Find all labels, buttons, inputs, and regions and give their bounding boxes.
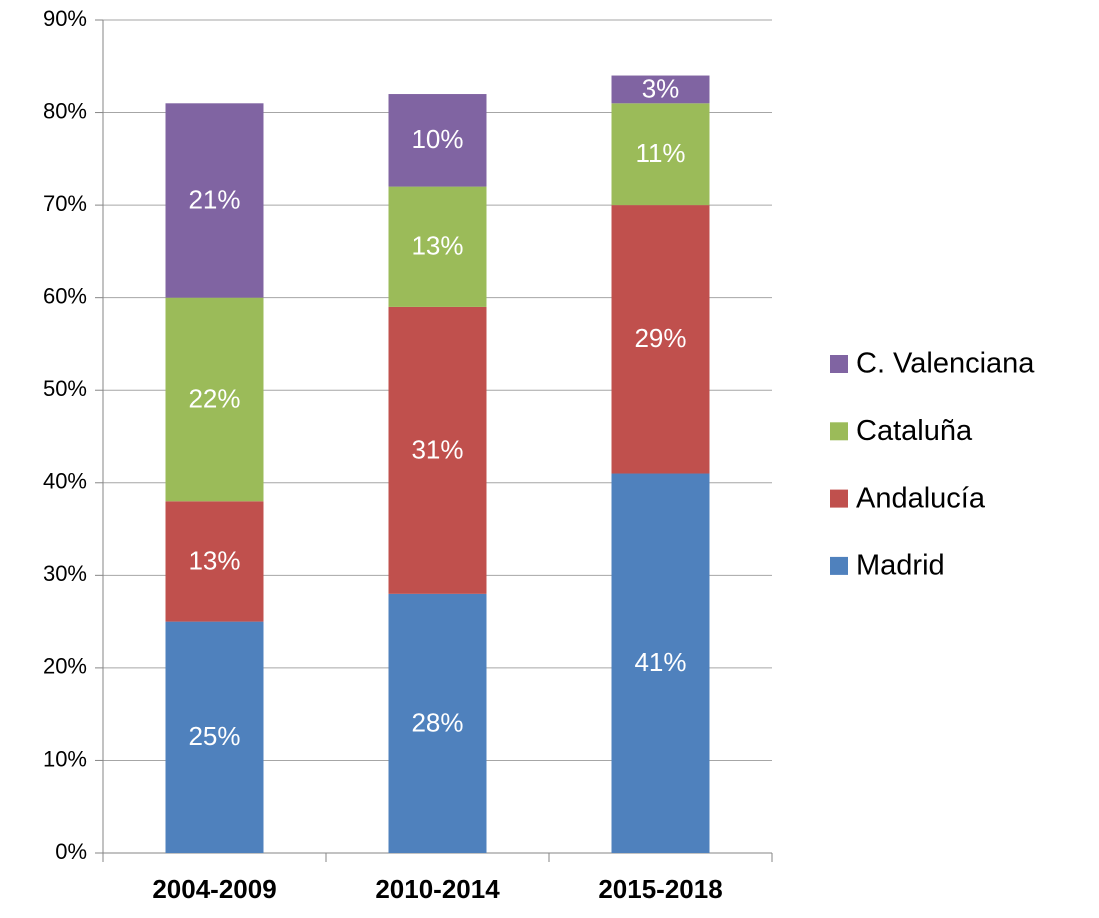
y-tick-label: 90% — [43, 6, 87, 31]
x-tick-label: 2004-2009 — [152, 874, 276, 904]
y-tick-label: 80% — [43, 98, 87, 123]
data-label: 3% — [642, 73, 680, 103]
data-label: 10% — [411, 124, 463, 154]
data-label: 11% — [635, 138, 685, 168]
y-tick-label: 40% — [43, 469, 87, 494]
bar-segment — [611, 103, 710, 206]
y-tick-label: 70% — [43, 191, 87, 216]
y-tick-label: 0% — [55, 839, 87, 864]
x-tick-label: 2015-2018 — [598, 874, 722, 904]
data-label: 13% — [411, 231, 463, 261]
legend-label: Madrid — [856, 550, 945, 582]
bar-segment — [388, 94, 487, 187]
data-label: 21% — [188, 184, 240, 214]
legend-swatch — [830, 489, 848, 508]
x-tick-label: 2010-2014 — [375, 874, 500, 904]
legend-swatch — [830, 355, 848, 373]
data-label: 25% — [188, 721, 240, 751]
legend-label: C. Valenciana — [856, 348, 1035, 380]
legend-swatch — [830, 556, 848, 575]
legend-label: Cataluña — [856, 415, 973, 447]
data-label: 31% — [411, 434, 463, 464]
data-label: 13% — [188, 545, 240, 575]
y-tick-label: 30% — [43, 561, 87, 586]
data-label: 28% — [411, 707, 463, 737]
data-label: 22% — [188, 383, 240, 413]
data-label: 29% — [634, 323, 686, 353]
legend-swatch — [830, 422, 848, 441]
bar-segment — [388, 593, 487, 853]
bar-segment — [165, 501, 264, 622]
bar-segment — [388, 186, 487, 307]
legend-label: Andalucía — [856, 482, 986, 514]
bar-segment — [611, 75, 710, 104]
bar-segment — [388, 306, 487, 594]
bar-segment — [165, 103, 264, 298]
y-tick-label: 50% — [43, 376, 87, 401]
y-tick-label: 60% — [43, 283, 87, 308]
bar-segment — [165, 297, 264, 502]
y-tick-label: 10% — [43, 746, 87, 771]
bar-segment — [611, 473, 710, 853]
bar-segment — [165, 621, 264, 853]
data-label: 41% — [634, 647, 686, 677]
bar-segment — [611, 205, 710, 474]
y-tick-label: 20% — [43, 654, 87, 679]
